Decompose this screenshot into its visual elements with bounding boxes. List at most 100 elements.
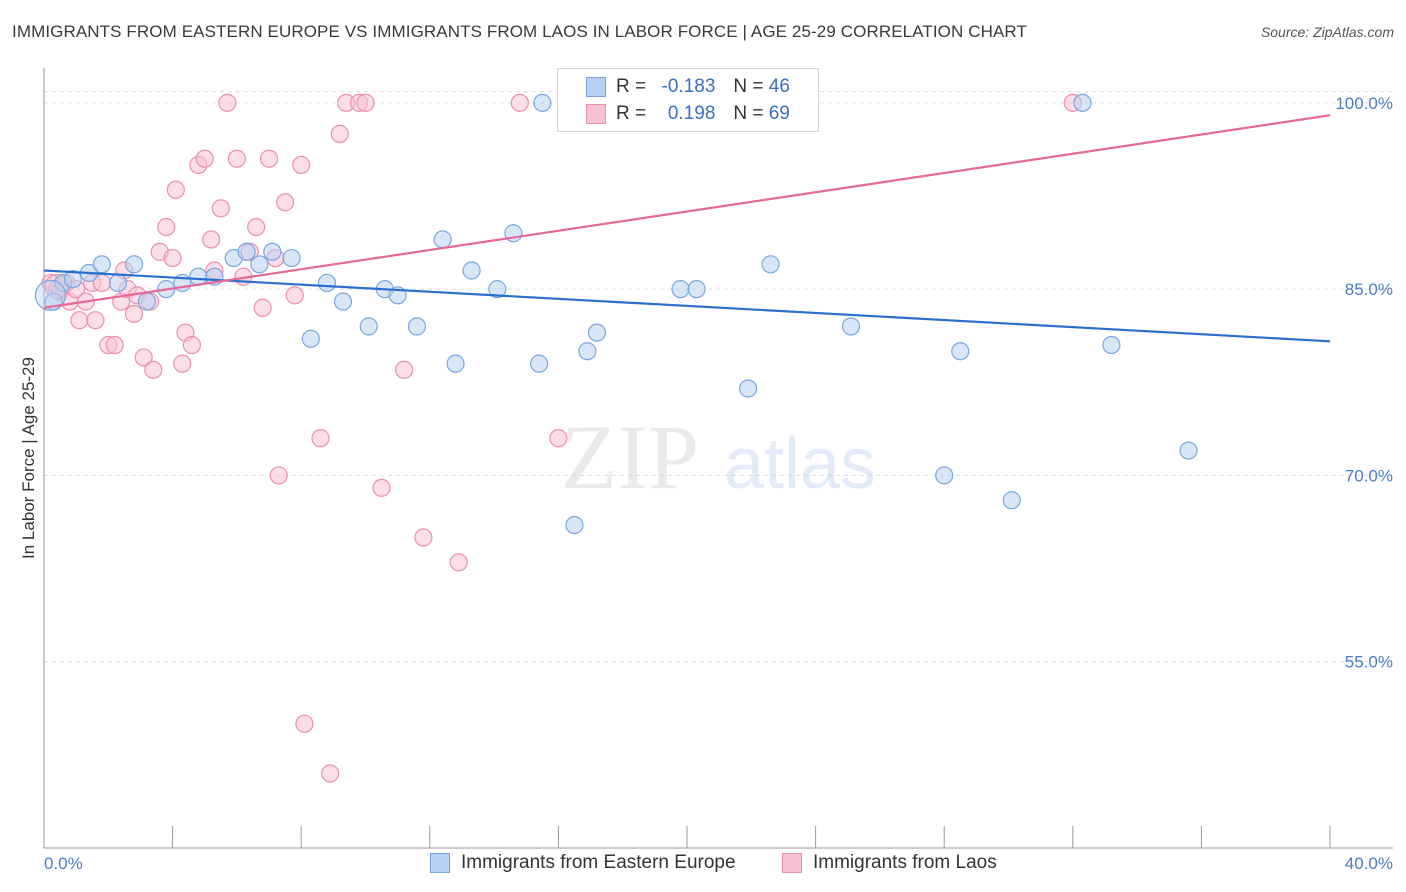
legend-row-eastern-europe: R = -0.183 N = 46 (558, 74, 790, 100)
source-note: Source: ZipAtlas.com (1260, 24, 1394, 40)
chart-title: IMMIGRANTS FROM EASTERN EUROPE VS IMMIGR… (12, 22, 1027, 41)
r-label: R = (616, 76, 647, 97)
data-point (449, 553, 468, 572)
r-label: R = (616, 103, 647, 124)
data-point (565, 515, 584, 535)
y-tick-label: 85.0% (1345, 280, 1393, 299)
bottom-legend-eastern-europe[interactable]: Immigrants from Eastern Europe (430, 852, 736, 874)
series-laos-points (41, 93, 1082, 783)
data-point (134, 348, 153, 367)
legend-swatch-blue (430, 853, 450, 873)
legend-swatch-pink (586, 104, 606, 124)
legend-row-laos: R = 0.198 N = 69 (558, 101, 790, 127)
data-point (414, 528, 433, 547)
data-point (227, 149, 246, 168)
r-value: 0.198 (667, 103, 716, 124)
data-point (173, 354, 192, 373)
watermark: ZIP atlas (561, 406, 876, 508)
data-point (1002, 491, 1021, 510)
data-point (92, 255, 111, 274)
data-point (317, 273, 337, 293)
data-point (70, 311, 89, 330)
y-tick-label: 70.0% (1345, 466, 1393, 485)
data-point (587, 323, 607, 342)
axes (43, 68, 1393, 849)
data-point (157, 217, 176, 237)
data-point (841, 317, 861, 336)
x-tick-label-max: 40.0% (1345, 854, 1393, 873)
data-point (433, 230, 452, 249)
data-point (285, 286, 304, 305)
data-point (951, 342, 970, 361)
y-tick-label: 100.0% (1335, 94, 1393, 113)
data-point (247, 217, 266, 237)
data-point (462, 261, 481, 280)
data-point (182, 335, 201, 355)
legend-label: Immigrants from Eastern Europe (461, 852, 736, 873)
data-point (301, 329, 320, 348)
data-point (311, 429, 330, 448)
data-point (86, 311, 105, 330)
data-point (935, 466, 954, 485)
data-point (738, 379, 758, 398)
r-value: -0.183 (661, 76, 716, 97)
data-point (202, 230, 221, 249)
bottom-legend-laos[interactable]: Immigrants from Laos (782, 852, 997, 874)
bottom-legend: Immigrants from Eastern Europe Immigrant… (0, 852, 1406, 878)
data-point (137, 292, 156, 311)
data-point (282, 248, 301, 268)
data-point (446, 354, 465, 373)
data-point (488, 280, 507, 299)
n-value: 46 (768, 76, 790, 97)
y-tick-label: 55.0% (1345, 653, 1393, 672)
data-point (237, 242, 256, 261)
data-point (295, 714, 314, 733)
data-point (269, 466, 288, 485)
n-label: N = (733, 103, 764, 124)
data-point (1073, 93, 1092, 112)
trend-line (43, 114, 1331, 309)
data-point (276, 193, 295, 212)
trend-line (43, 269, 1331, 343)
data-point (163, 248, 182, 268)
data-point (372, 478, 391, 497)
data-point (253, 298, 272, 317)
data-point (510, 93, 529, 112)
data-point (761, 255, 780, 274)
n-value: 69 (768, 103, 790, 124)
data-point (549, 429, 568, 448)
data-point (195, 149, 214, 168)
data-point (359, 317, 378, 336)
data-point (407, 317, 427, 336)
trend-lines (43, 114, 1331, 343)
data-point (292, 155, 311, 175)
data-point (1102, 335, 1121, 355)
watermark-atlas: atlas (724, 424, 876, 504)
data-point (218, 93, 237, 112)
data-point (394, 360, 414, 379)
data-point (166, 180, 185, 199)
data-point (124, 304, 144, 324)
grid-lines (44, 91, 1393, 663)
series-eastern-europe-points (34, 93, 1198, 535)
data-point (1179, 441, 1198, 460)
data-point (333, 292, 353, 311)
data-point (124, 255, 144, 274)
data-point (211, 199, 230, 218)
stats-legend: R = -0.183 N = 46 R = 0.198 N = 69 (557, 68, 819, 132)
data-point (108, 273, 128, 293)
n-label: N = (733, 76, 764, 97)
watermark-zip: ZIP (561, 406, 699, 508)
data-point (259, 149, 279, 168)
data-point (687, 280, 706, 299)
data-point (63, 270, 83, 289)
data-point (578, 342, 597, 361)
legend-swatch-pink (782, 853, 802, 873)
data-point (144, 360, 163, 379)
data-point (321, 764, 340, 783)
y-axis-label: In Labor Force | Age 25-29 (19, 357, 38, 559)
y-tick-labels: 55.0% 70.0% 85.0% 100.0% (1335, 94, 1393, 672)
data-point (330, 124, 349, 143)
data-point (263, 242, 282, 261)
